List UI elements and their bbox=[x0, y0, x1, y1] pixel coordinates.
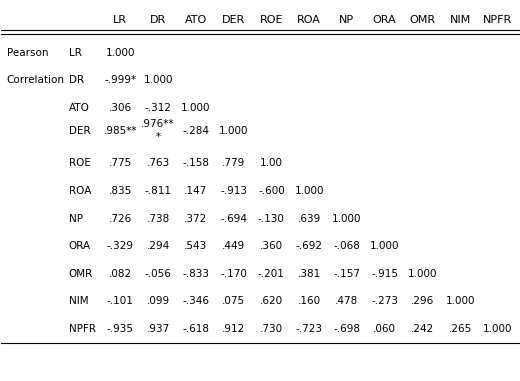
Text: .075: .075 bbox=[222, 296, 245, 306]
Text: .985**: .985** bbox=[103, 126, 137, 136]
Text: .060: .060 bbox=[373, 324, 396, 334]
Text: ATO: ATO bbox=[185, 15, 207, 25]
Text: Pearson: Pearson bbox=[7, 48, 48, 58]
Text: .779: .779 bbox=[222, 158, 245, 168]
Text: -.312: -.312 bbox=[145, 103, 172, 113]
Text: 1.000: 1.000 bbox=[294, 186, 324, 196]
Text: -.692: -.692 bbox=[296, 241, 322, 251]
Text: .738: .738 bbox=[147, 213, 170, 224]
Text: -.101: -.101 bbox=[107, 296, 134, 306]
Text: ROA: ROA bbox=[297, 15, 321, 25]
Text: -.157: -.157 bbox=[333, 269, 360, 279]
Text: 1.000: 1.000 bbox=[181, 103, 211, 113]
Text: DR: DR bbox=[150, 15, 166, 25]
Text: .296: .296 bbox=[411, 296, 434, 306]
Text: -.618: -.618 bbox=[183, 324, 210, 334]
Text: ROE: ROE bbox=[69, 158, 90, 168]
Text: ATO: ATO bbox=[69, 103, 89, 113]
Text: NP: NP bbox=[340, 15, 355, 25]
Text: .543: .543 bbox=[184, 241, 207, 251]
Text: -.130: -.130 bbox=[258, 213, 285, 224]
Text: .639: .639 bbox=[297, 213, 321, 224]
Text: -.913: -.913 bbox=[220, 186, 247, 196]
Text: .620: .620 bbox=[260, 296, 283, 306]
Text: -.915: -.915 bbox=[371, 269, 398, 279]
Text: .726: .726 bbox=[109, 213, 132, 224]
Text: .242: .242 bbox=[411, 324, 434, 334]
Text: NPFR: NPFR bbox=[69, 324, 96, 334]
Text: -.056: -.056 bbox=[145, 269, 172, 279]
Text: OMR: OMR bbox=[409, 15, 435, 25]
Text: -.935: -.935 bbox=[107, 324, 134, 334]
Text: .478: .478 bbox=[335, 296, 358, 306]
Text: DER: DER bbox=[222, 15, 245, 25]
Text: -.158: -.158 bbox=[183, 158, 210, 168]
Text: -.273: -.273 bbox=[371, 296, 398, 306]
Text: 1.000: 1.000 bbox=[144, 75, 173, 85]
Text: .449: .449 bbox=[222, 241, 245, 251]
Text: 1.000: 1.000 bbox=[483, 324, 513, 334]
Text: -.201: -.201 bbox=[258, 269, 285, 279]
Text: .160: .160 bbox=[297, 296, 321, 306]
Text: 1.00: 1.00 bbox=[260, 158, 283, 168]
Text: .372: .372 bbox=[184, 213, 207, 224]
Text: -.694: -.694 bbox=[220, 213, 247, 224]
Text: -.346: -.346 bbox=[183, 296, 210, 306]
Text: .775: .775 bbox=[109, 158, 132, 168]
Text: 1.000: 1.000 bbox=[370, 241, 399, 251]
Text: 1.000: 1.000 bbox=[446, 296, 475, 306]
Text: DR: DR bbox=[69, 75, 84, 85]
Text: .294: .294 bbox=[147, 241, 170, 251]
Text: NIM: NIM bbox=[69, 296, 88, 306]
Text: ROE: ROE bbox=[259, 15, 283, 25]
Text: .147: .147 bbox=[184, 186, 207, 196]
Text: .360: .360 bbox=[260, 241, 283, 251]
Text: .265: .265 bbox=[449, 324, 472, 334]
Text: -.833: -.833 bbox=[183, 269, 210, 279]
Text: .099: .099 bbox=[147, 296, 170, 306]
Text: .937: .937 bbox=[147, 324, 170, 334]
Text: .082: .082 bbox=[109, 269, 132, 279]
Text: -.698: -.698 bbox=[333, 324, 360, 334]
Text: OMR: OMR bbox=[69, 269, 93, 279]
Text: .976**: .976** bbox=[141, 119, 175, 129]
Text: .730: .730 bbox=[260, 324, 283, 334]
Text: -.329: -.329 bbox=[107, 241, 134, 251]
Text: -.284: -.284 bbox=[183, 126, 210, 136]
Text: -.811: -.811 bbox=[145, 186, 172, 196]
Text: LR: LR bbox=[113, 15, 127, 25]
Text: .912: .912 bbox=[222, 324, 245, 334]
Text: .835: .835 bbox=[109, 186, 132, 196]
Text: NIM: NIM bbox=[449, 15, 471, 25]
Text: 1.000: 1.000 bbox=[408, 269, 437, 279]
Text: 1.000: 1.000 bbox=[219, 126, 249, 136]
Text: -.723: -.723 bbox=[296, 324, 322, 334]
Text: -.600: -.600 bbox=[258, 186, 285, 196]
Text: 1.000: 1.000 bbox=[106, 48, 135, 58]
Text: .306: .306 bbox=[109, 103, 132, 113]
Text: ORA: ORA bbox=[373, 15, 396, 25]
Text: DER: DER bbox=[69, 126, 90, 136]
Text: .763: .763 bbox=[147, 158, 170, 168]
Text: *: * bbox=[155, 132, 161, 142]
Text: NPFR: NPFR bbox=[483, 15, 513, 25]
Text: ROA: ROA bbox=[69, 186, 91, 196]
Text: -.068: -.068 bbox=[333, 241, 360, 251]
Text: 1.000: 1.000 bbox=[332, 213, 361, 224]
Text: NP: NP bbox=[69, 213, 83, 224]
Text: LR: LR bbox=[69, 48, 82, 58]
Text: -.999*: -.999* bbox=[105, 75, 136, 85]
Text: -.170: -.170 bbox=[220, 269, 247, 279]
Text: Correlation: Correlation bbox=[7, 75, 64, 85]
Text: .381: .381 bbox=[297, 269, 321, 279]
Text: ORA: ORA bbox=[69, 241, 91, 251]
